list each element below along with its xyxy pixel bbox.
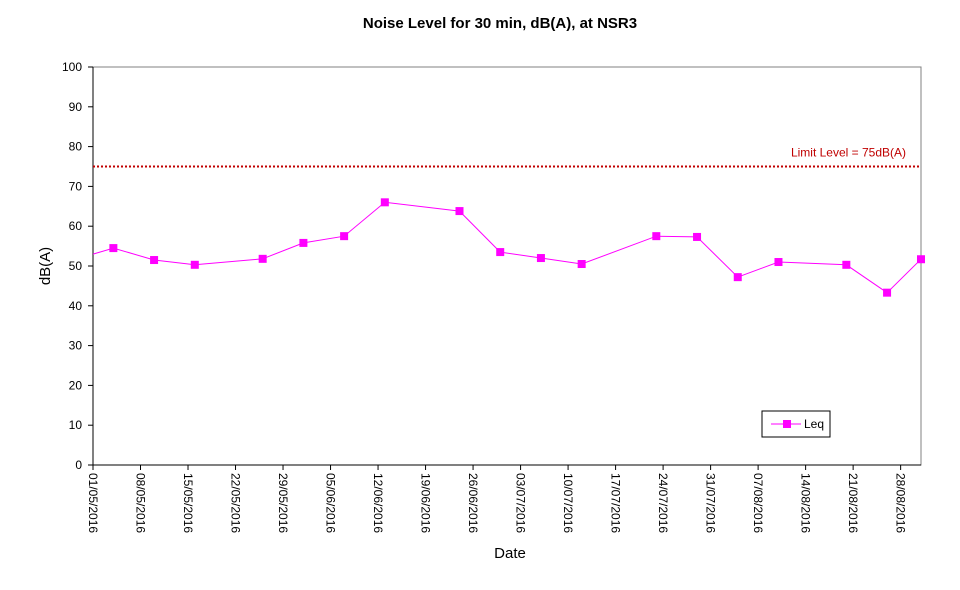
x-tick-label: 05/06/2016 bbox=[324, 473, 338, 533]
data-point bbox=[190, 260, 199, 269]
x-tick-label: 31/07/2016 bbox=[704, 473, 718, 533]
data-point bbox=[917, 255, 925, 264]
data-point bbox=[733, 273, 742, 282]
x-tick-label: 08/05/2016 bbox=[134, 473, 148, 533]
series-layer bbox=[92, 198, 925, 297]
limit-level-line: Limit Level = 75dB(A) bbox=[93, 146, 921, 168]
plot-area bbox=[92, 66, 922, 466]
y-tick-label: 30 bbox=[69, 339, 83, 353]
x-axis-label: Date bbox=[494, 545, 526, 562]
y-axis: 0 10 20 30 40 50 60 70 80 90 100 bbox=[62, 60, 94, 472]
legend-marker bbox=[783, 420, 791, 428]
y-tick-label: 20 bbox=[69, 378, 83, 392]
y-tick-label: 100 bbox=[62, 60, 82, 74]
x-tick-label: 17/07/2016 bbox=[609, 473, 623, 533]
x-tick-label: 12/06/2016 bbox=[371, 473, 385, 533]
data-point bbox=[109, 244, 118, 253]
data-point bbox=[652, 232, 661, 241]
data-point bbox=[299, 238, 308, 247]
legend: Leq bbox=[761, 410, 831, 438]
y-tick-label: 40 bbox=[69, 299, 83, 313]
data-point bbox=[340, 232, 349, 241]
y-tick-label: 50 bbox=[69, 259, 83, 273]
series-line-leq bbox=[92, 201, 922, 294]
x-tick-label: 14/08/2016 bbox=[799, 473, 813, 533]
y-tick-label: 10 bbox=[69, 418, 83, 432]
data-point bbox=[150, 256, 159, 265]
x-tick-label: 26/06/2016 bbox=[466, 473, 480, 533]
data-point bbox=[883, 288, 892, 297]
legend-label: Leq bbox=[804, 417, 824, 431]
limit-label: Limit Level = 75dB(A) bbox=[791, 146, 906, 160]
x-tick-label: 10/07/2016 bbox=[561, 473, 575, 533]
data-point bbox=[380, 198, 389, 207]
x-tick-label: 01/05/2016 bbox=[86, 473, 100, 533]
x-tick-label: 21/08/2016 bbox=[846, 473, 860, 533]
y-axis-label: dB(A) bbox=[37, 247, 54, 285]
data-point bbox=[536, 254, 545, 263]
x-tick-label: 29/05/2016 bbox=[276, 473, 290, 533]
y-tick-label: 60 bbox=[69, 219, 83, 233]
data-point bbox=[455, 207, 464, 216]
y-tick-label: 0 bbox=[75, 458, 82, 472]
y-tick-label: 90 bbox=[69, 100, 83, 114]
data-point bbox=[258, 254, 267, 263]
x-tick-label: 19/06/2016 bbox=[419, 473, 433, 533]
x-tick-label: 07/08/2016 bbox=[751, 473, 765, 533]
x-tick-label: 22/05/2016 bbox=[229, 473, 243, 533]
y-tick-label: 70 bbox=[69, 179, 83, 193]
x-tick-label: 28/08/2016 bbox=[894, 473, 908, 533]
y-tick-label: 80 bbox=[69, 140, 83, 154]
data-point bbox=[774, 258, 783, 267]
data-point bbox=[496, 248, 505, 257]
data-point bbox=[693, 232, 702, 241]
x-tick-label: 15/05/2016 bbox=[181, 473, 195, 533]
x-axis: 01/05/2016 08/05/2016 15/05/2016 22/05/2016… bbox=[86, 464, 921, 533]
data-point bbox=[842, 260, 851, 269]
x-tick-label: 24/07/2016 bbox=[656, 473, 670, 533]
x-tick-label: 03/07/2016 bbox=[514, 473, 528, 533]
chart-title: Noise Level for 30 min, dB(A), at NSR3 bbox=[363, 15, 637, 32]
data-point bbox=[577, 260, 586, 269]
